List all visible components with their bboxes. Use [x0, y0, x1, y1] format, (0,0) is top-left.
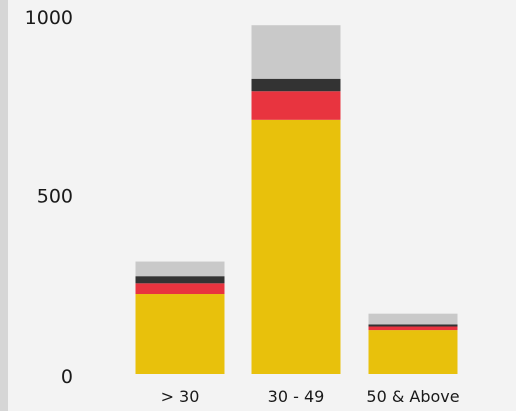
- bar-segment[interactable]: [251, 78, 341, 92]
- x-axis: > 30 30 - 49 50 & Above: [161, 387, 460, 406]
- bar-stack[interactable]: [368, 313, 458, 374]
- x-tick-label: 30 - 49: [268, 387, 325, 406]
- y-tick-label: 0: [61, 366, 73, 388]
- bar-segment[interactable]: [135, 276, 225, 284]
- bar-segment[interactable]: [368, 313, 458, 325]
- y-tick-label: 500: [37, 186, 73, 208]
- bar-segment[interactable]: [251, 91, 341, 120]
- bars: [135, 25, 458, 374]
- bar-stack[interactable]: [135, 261, 225, 374]
- bar-segment[interactable]: [368, 324, 458, 327]
- y-axis: 0 500 1000: [25, 7, 73, 388]
- bar-segment[interactable]: [135, 283, 225, 295]
- bar-stack[interactable]: [251, 25, 341, 374]
- bar-segment[interactable]: [135, 261, 225, 277]
- y-tick-label: 1000: [25, 7, 73, 29]
- x-tick-label: > 30: [161, 387, 200, 406]
- bar-segment[interactable]: [251, 119, 341, 374]
- bar-segment[interactable]: [368, 326, 458, 331]
- x-tick-label: 50 & Above: [366, 387, 459, 406]
- left-panel-edge: [0, 0, 8, 411]
- bar-segment[interactable]: [135, 294, 225, 374]
- bar-segment[interactable]: [368, 330, 458, 374]
- bar-segment[interactable]: [251, 25, 341, 79]
